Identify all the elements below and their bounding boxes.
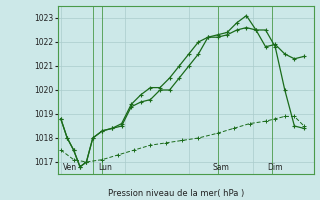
Text: Pression niveau de la mer( hPa ): Pression niveau de la mer( hPa ) xyxy=(108,189,244,198)
Text: Ven: Ven xyxy=(63,163,77,172)
Text: Sam: Sam xyxy=(212,163,229,172)
Text: Dim: Dim xyxy=(268,163,283,172)
Text: Lun: Lun xyxy=(99,163,113,172)
